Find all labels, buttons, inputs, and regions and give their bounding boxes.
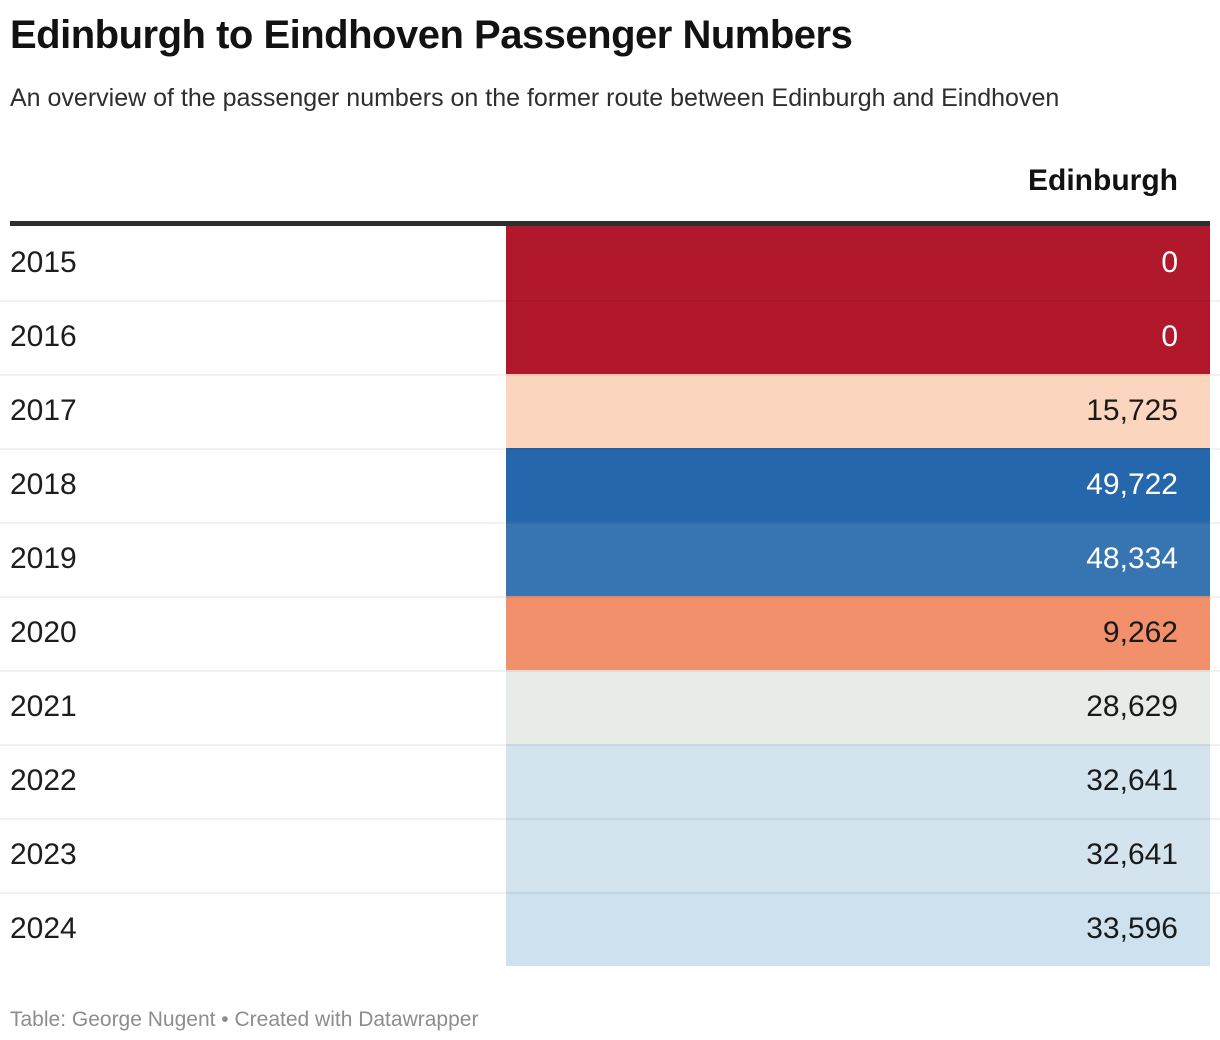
- row-value: 28,629: [1086, 690, 1178, 723]
- row-year-label: 2016: [10, 300, 506, 374]
- column-header-edinburgh: Edinburgh: [1028, 164, 1178, 197]
- row-value: 48,334: [1086, 542, 1178, 575]
- chart-subtitle: An overview of the passenger numbers on …: [10, 84, 1060, 112]
- row-year-label: 2015: [10, 226, 506, 300]
- table-row-2015: 2015 0: [10, 226, 1210, 300]
- table-row-2018: 2018 49,722: [0, 448, 1220, 522]
- data-table: 2015 0 2016 0 2017 15,725 2018 49,722 20…: [0, 226, 1220, 966]
- row-value-cell: 0: [506, 226, 1210, 300]
- header-rule: [10, 221, 1210, 226]
- chart-title: Edinburgh to Eindhoven Passenger Numbers: [10, 13, 853, 57]
- row-value: 9,262: [1102, 616, 1178, 649]
- row-year-label: 2022: [10, 744, 506, 818]
- table-row-2022: 2022 32,641: [0, 744, 1220, 818]
- credit-line: Table: George Nugent • Created with Data…: [10, 1008, 479, 1031]
- row-value-cell: 48,334: [506, 522, 1210, 596]
- row-year-label: 2019: [10, 522, 506, 596]
- table-row-2024: 2024 33,596: [0, 892, 1220, 966]
- row-year-label: 2024: [10, 892, 506, 966]
- row-value-cell: 28,629: [506, 670, 1210, 744]
- table-row-2017: 2017 15,725: [0, 374, 1220, 448]
- row-value-cell: 49,722: [506, 448, 1210, 522]
- row-value: 32,641: [1086, 838, 1178, 871]
- row-year-label: 2021: [10, 670, 506, 744]
- row-value: 0: [1161, 320, 1178, 353]
- row-value-cell: 33,596: [506, 892, 1210, 966]
- row-value-cell: 0: [506, 300, 1210, 374]
- row-value: 15,725: [1086, 394, 1178, 427]
- table-row-2019: 2019 48,334: [0, 522, 1220, 596]
- row-value-cell: 9,262: [506, 596, 1210, 670]
- row-value-cell: 32,641: [506, 818, 1210, 892]
- row-value-cell: 15,725: [506, 374, 1210, 448]
- table-row-2016: 2016 0: [0, 300, 1220, 374]
- table-row-2021: 2021 28,629: [0, 670, 1220, 744]
- row-year-label: 2020: [10, 596, 506, 670]
- row-value: 32,641: [1086, 764, 1178, 797]
- table-row-2020: 2020 9,262: [0, 596, 1220, 670]
- row-value: 49,722: [1086, 468, 1178, 501]
- row-year-label: 2018: [10, 448, 506, 522]
- row-value: 0: [1161, 246, 1178, 279]
- row-year-label: 2023: [10, 818, 506, 892]
- row-year-label: 2017: [10, 374, 506, 448]
- row-value-cell: 32,641: [506, 744, 1210, 818]
- table-row-2023: 2023 32,641: [0, 818, 1220, 892]
- row-value: 33,596: [1086, 912, 1178, 945]
